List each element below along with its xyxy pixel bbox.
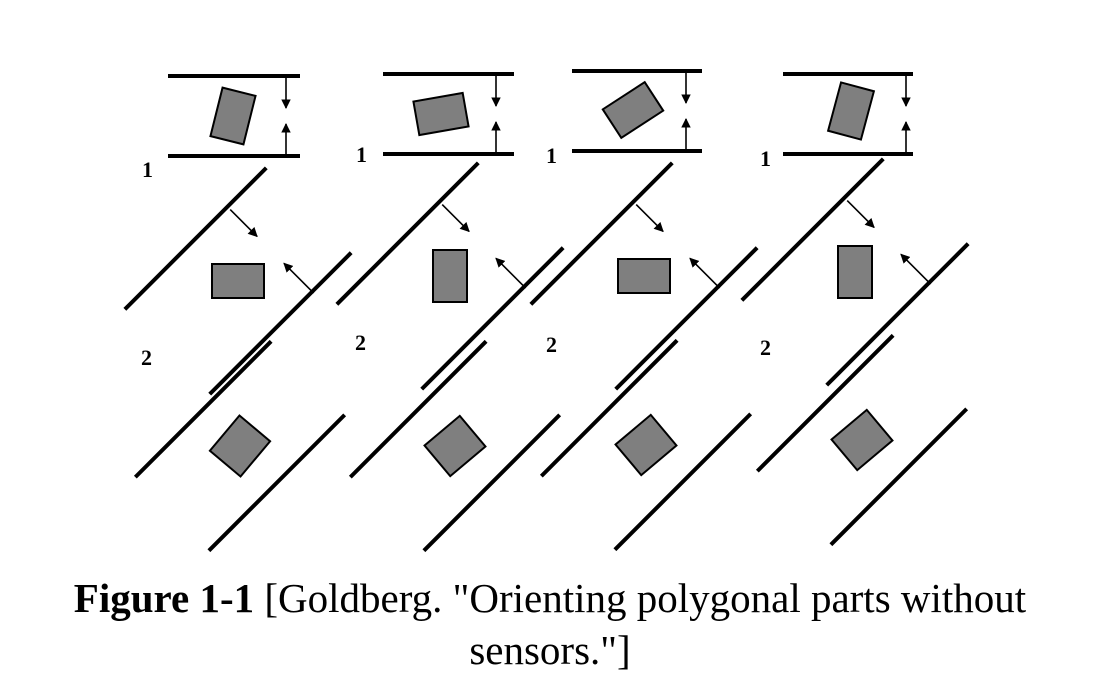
part-step-1 [826,81,876,141]
column-2: 12 [335,72,565,553]
column-1: 12 [123,74,353,553]
step-1-label: 1 [356,142,367,167]
jaw-final-upper-left [348,339,488,479]
jaw-lower-right [614,246,759,391]
jaw-final-lower-right [422,413,562,553]
caption-text: [Goldberg. "Orienting polygonal parts wi… [254,575,1027,673]
part-step-1 [209,86,257,146]
caption-label: Figure 1-1 [73,575,255,621]
part-step-2 [837,245,873,299]
part-step-2 [617,258,671,294]
step-2-label: 2 [760,335,771,360]
jaw-final-upper-left [133,339,273,479]
column-3: 12 [529,69,759,552]
column-4: 12 [740,72,970,547]
part-step-1 [412,91,470,137]
jaw-upper-left [529,161,674,306]
jaw-lower-right [825,242,970,387]
step-2-label: 2 [355,330,366,355]
jaw-upper-left [740,157,885,302]
part-step-3 [208,414,272,478]
jaw-final-lower-right [829,407,969,547]
arrow-in-upper [846,200,875,229]
jaw-final-lower-right [207,413,347,553]
part-step-2 [211,263,265,299]
arrow-in-lower [689,257,721,289]
arrow-in-lower [495,257,527,289]
jaw-upper-left [123,166,268,311]
arrow-in-lower [900,253,932,285]
part-step-3 [614,413,678,477]
figure-caption: Figure 1-1 [Goldberg. "Orienting polygon… [0,572,1100,676]
arrow-in-upper [441,204,470,233]
step-1-label: 1 [760,146,771,171]
step-1-label: 1 [142,157,153,182]
jaw-lower-right [208,251,353,396]
part-step-3 [423,414,487,478]
step-2-label: 2 [546,332,557,357]
step-2-label: 2 [141,345,152,370]
arrow-in-upper [635,204,664,233]
arrow-in-lower [283,262,315,294]
part-step-1 [601,80,665,140]
jaw-final-lower-right [613,412,753,552]
part-step-2 [432,249,468,303]
step-1-label: 1 [546,143,557,168]
part-step-3 [830,408,894,472]
jaw-lower-right [420,246,565,391]
jaw-final-upper-left [755,333,895,473]
arrow-in-upper [229,209,258,238]
jaw-upper-left [335,161,480,306]
jaw-final-upper-left [539,338,679,478]
